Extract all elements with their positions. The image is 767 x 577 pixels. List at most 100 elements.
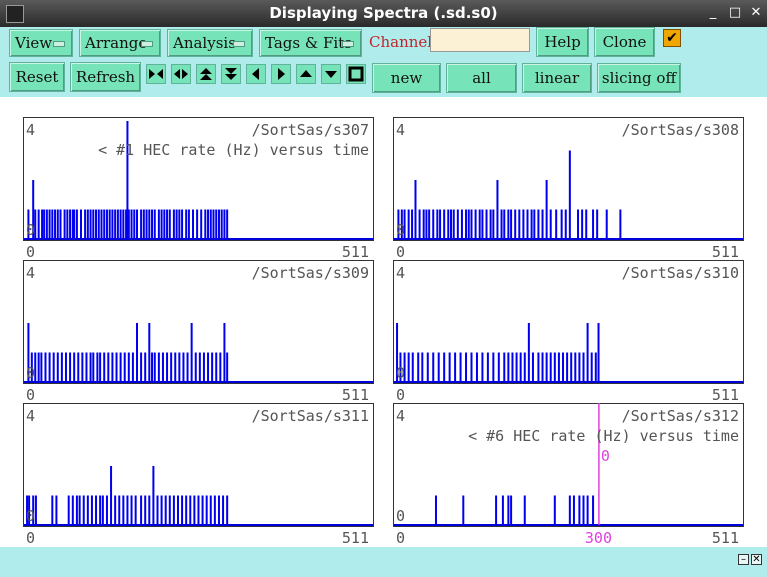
spectrum-bar	[492, 209, 495, 239]
clone-button[interactable]: Clone	[594, 27, 655, 57]
spectrum-plot[interactable]	[393, 260, 744, 384]
analysis-menu[interactable]: Analysis	[167, 29, 253, 57]
spectrum-bar	[152, 466, 155, 525]
spectrum-bar	[100, 209, 103, 239]
spectrum-bar	[564, 209, 567, 239]
spectrum-bar	[399, 352, 402, 382]
checkbox-checked-icon[interactable]: ✔	[663, 29, 681, 47]
full-view-icon[interactable]	[346, 64, 366, 84]
spectrum-bar	[518, 209, 521, 239]
x-max-label: 511	[711, 529, 739, 547]
close-icon[interactable]: ✕	[751, 554, 762, 565]
spectrum-bar	[403, 209, 406, 239]
spectrum-plot[interactable]	[23, 260, 374, 384]
spectrum-panel[interactable]: 4 0 /SortSas/s309 0 511	[23, 260, 374, 404]
channel-input[interactable]	[430, 28, 530, 52]
spectrum-bar	[582, 495, 585, 525]
spectrum-bar	[497, 352, 500, 382]
spectrum-bar	[209, 495, 212, 525]
maximize-icon[interactable]: □	[728, 5, 742, 20]
zoom-out-x-icon[interactable]	[171, 64, 191, 84]
view-menu[interactable]: View	[9, 29, 73, 57]
zoom-out-y-icon[interactable]	[221, 64, 241, 84]
spectrum-bar	[32, 180, 35, 239]
scroll-right-icon[interactable]	[271, 64, 291, 84]
spectrum-bar	[432, 352, 435, 382]
spectrum-bar	[110, 466, 113, 525]
spectrum-bar	[30, 352, 33, 382]
spectrum-panel[interactable]: 4 0 /SortSas/s310 0 511	[393, 260, 744, 404]
spectrum-panel[interactable]: 4 0 /SortSas/s311 0 511	[23, 403, 374, 547]
new-button[interactable]: new	[372, 63, 441, 93]
spectrum-plot[interactable]	[23, 117, 374, 241]
spectrum-bar	[503, 352, 506, 382]
spectrum-panel[interactable]: 4 0 /SortSas/s312 < #6 HEC rate (Hz) ver…	[393, 403, 744, 547]
spectra-display[interactable]: 4 0 /SortSas/s307 < #1 HEC rate (Hz) ver…	[3, 97, 764, 547]
spectrum-bar	[217, 495, 220, 525]
spectrum-bar	[566, 352, 569, 382]
spectrum-plot[interactable]	[23, 403, 374, 527]
spectrum-bar	[467, 209, 470, 239]
collapse-icon[interactable]: –	[738, 554, 749, 565]
spectrum-bar	[27, 209, 30, 239]
spectrum-bar	[163, 209, 166, 239]
linear-button[interactable]: linear	[522, 63, 592, 93]
title-bar: Displaying Spectra (.sd.s0) _ □ ✕	[0, 0, 767, 27]
minimize-icon[interactable]: _	[709, 5, 717, 20]
spectrum-panel[interactable]: 4 0 /SortSas/s308 0 511	[393, 117, 744, 261]
spectrum-bar	[71, 209, 74, 239]
dropdown-indicator-icon	[141, 41, 153, 47]
spectrum-panel[interactable]: 4 0 /SortSas/s307 < #1 HEC rate (Hz) ver…	[23, 117, 374, 261]
arrange-menu[interactable]: Arrange	[79, 29, 161, 57]
spectrum-frame[interactable]	[393, 403, 744, 527]
spectrum-bar	[511, 352, 514, 382]
spectrum-bar	[151, 209, 154, 239]
spectrum-name: /SortSas/s307	[251, 121, 369, 139]
spectrum-bar	[436, 209, 439, 239]
spectrum-bar	[217, 209, 220, 239]
spectrum-bar	[157, 352, 160, 382]
spectrum-bar	[77, 352, 80, 382]
spectrum-bar	[507, 352, 510, 382]
spectrum-bar	[452, 209, 455, 239]
all-button[interactable]: all	[446, 63, 517, 93]
tags-fits-menu[interactable]: Tags & Fits	[259, 29, 362, 57]
zoom-in-x-icon[interactable]	[146, 64, 166, 84]
spectrum-bar	[439, 209, 442, 239]
spectrum-bar	[194, 352, 197, 382]
spectrum-plot[interactable]	[393, 117, 744, 241]
close-icon[interactable]: ✕	[750, 5, 762, 20]
marker-y-label: 0	[600, 447, 610, 465]
app-icon	[6, 5, 24, 23]
spectrum-bar	[181, 209, 184, 239]
spectrum-bar	[470, 352, 473, 382]
scroll-up-icon[interactable]	[296, 64, 316, 84]
spectrum-bar	[594, 352, 597, 382]
zoom-in-y-icon[interactable]	[196, 64, 216, 84]
scroll-left-icon[interactable]	[246, 64, 266, 84]
spectrum-bar	[486, 352, 489, 382]
scroll-down-icon[interactable]	[321, 64, 341, 84]
spectrum-bar	[434, 495, 437, 525]
spectrum-bar	[421, 352, 424, 382]
spectrum-bar	[500, 209, 503, 239]
spectrum-plot[interactable]	[393, 403, 744, 527]
spectrum-bar	[523, 352, 526, 382]
help-button[interactable]: Help	[536, 27, 589, 57]
slicing-button[interactable]: slicing off	[597, 63, 681, 93]
spectrum-frame[interactable]	[393, 260, 744, 384]
y-max-label: 4	[26, 121, 36, 139]
reset-button[interactable]: Reset	[9, 62, 65, 92]
spectrum-bar	[465, 209, 468, 239]
spectrum-bar	[142, 209, 145, 239]
spectrum-bar	[80, 209, 83, 239]
spectrum-bar	[450, 209, 453, 239]
spectrum-bar	[43, 209, 46, 239]
spectrum-name: /SortSas/s308	[621, 121, 739, 139]
refresh-button[interactable]: Refresh	[70, 62, 141, 92]
spectrum-bar	[515, 352, 518, 382]
toolbar: View Arrange Analysis Tags & Fits Channe…	[0, 27, 767, 97]
spectrum-bar	[474, 209, 477, 239]
spectrum-bar	[90, 495, 93, 525]
spectrum-bar	[596, 209, 599, 239]
